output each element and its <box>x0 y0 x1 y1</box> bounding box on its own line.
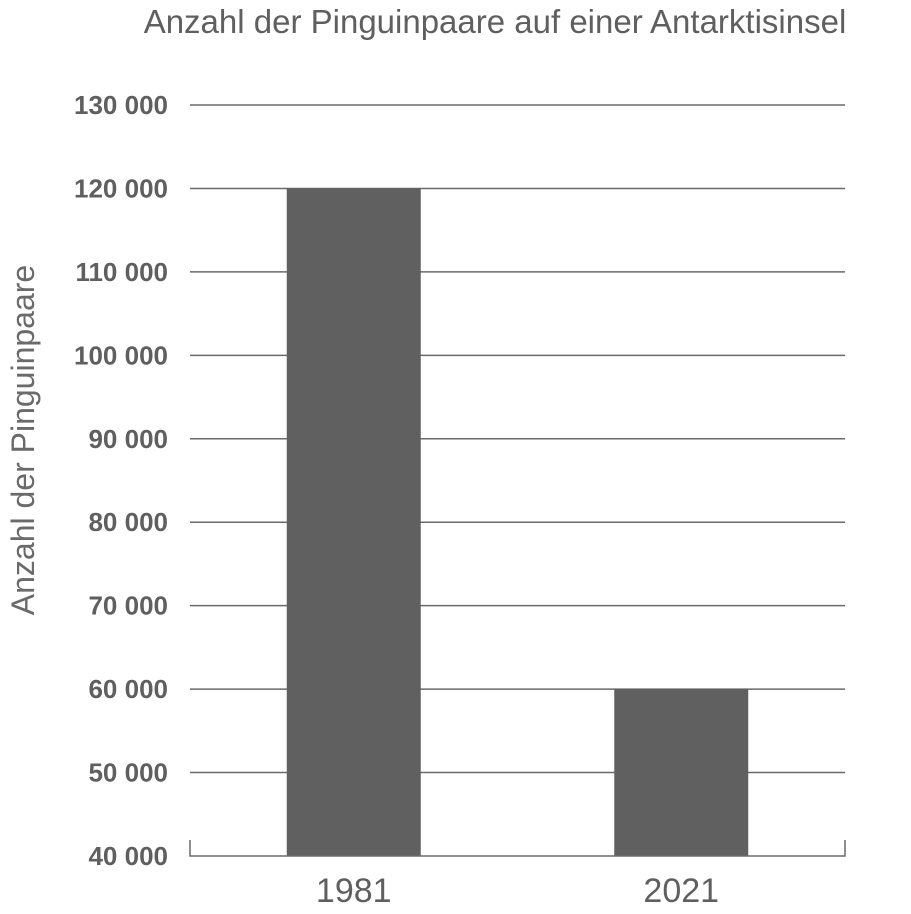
y-axis-label: Anzahl der Pinguinpaare <box>5 265 41 615</box>
y-tick-label: 110 000 <box>75 257 168 287</box>
y-tick-label: 60 000 <box>88 674 168 704</box>
y-tick-label: 100 000 <box>74 340 168 370</box>
x-axis <box>189 840 846 857</box>
y-tick-label: 120 000 <box>74 173 168 203</box>
y-tick-label: 80 000 <box>88 507 168 537</box>
y-axis-ticks: 40 000 50 000 60 000 70 000 80 000 90 000 100 … <box>74 90 168 871</box>
y-tick-label: 130 000 <box>74 90 168 120</box>
x-tick-label: 1981 <box>316 872 392 910</box>
x-axis-ticks: 1981 2021 <box>316 872 719 910</box>
chart-title: Anzahl der Pinguinpaare auf einer Antark… <box>144 3 847 40</box>
bar-1981 <box>286 188 421 856</box>
y-tick-label: 90 000 <box>88 424 168 454</box>
x-tick-label: 2021 <box>643 872 719 910</box>
bar-2021 <box>614 689 749 856</box>
bars <box>286 188 749 856</box>
y-tick-label: 40 000 <box>88 841 168 871</box>
y-tick-label: 50 000 <box>88 758 168 788</box>
y-tick-label: 70 000 <box>88 591 168 621</box>
x-axis-line <box>189 840 846 857</box>
